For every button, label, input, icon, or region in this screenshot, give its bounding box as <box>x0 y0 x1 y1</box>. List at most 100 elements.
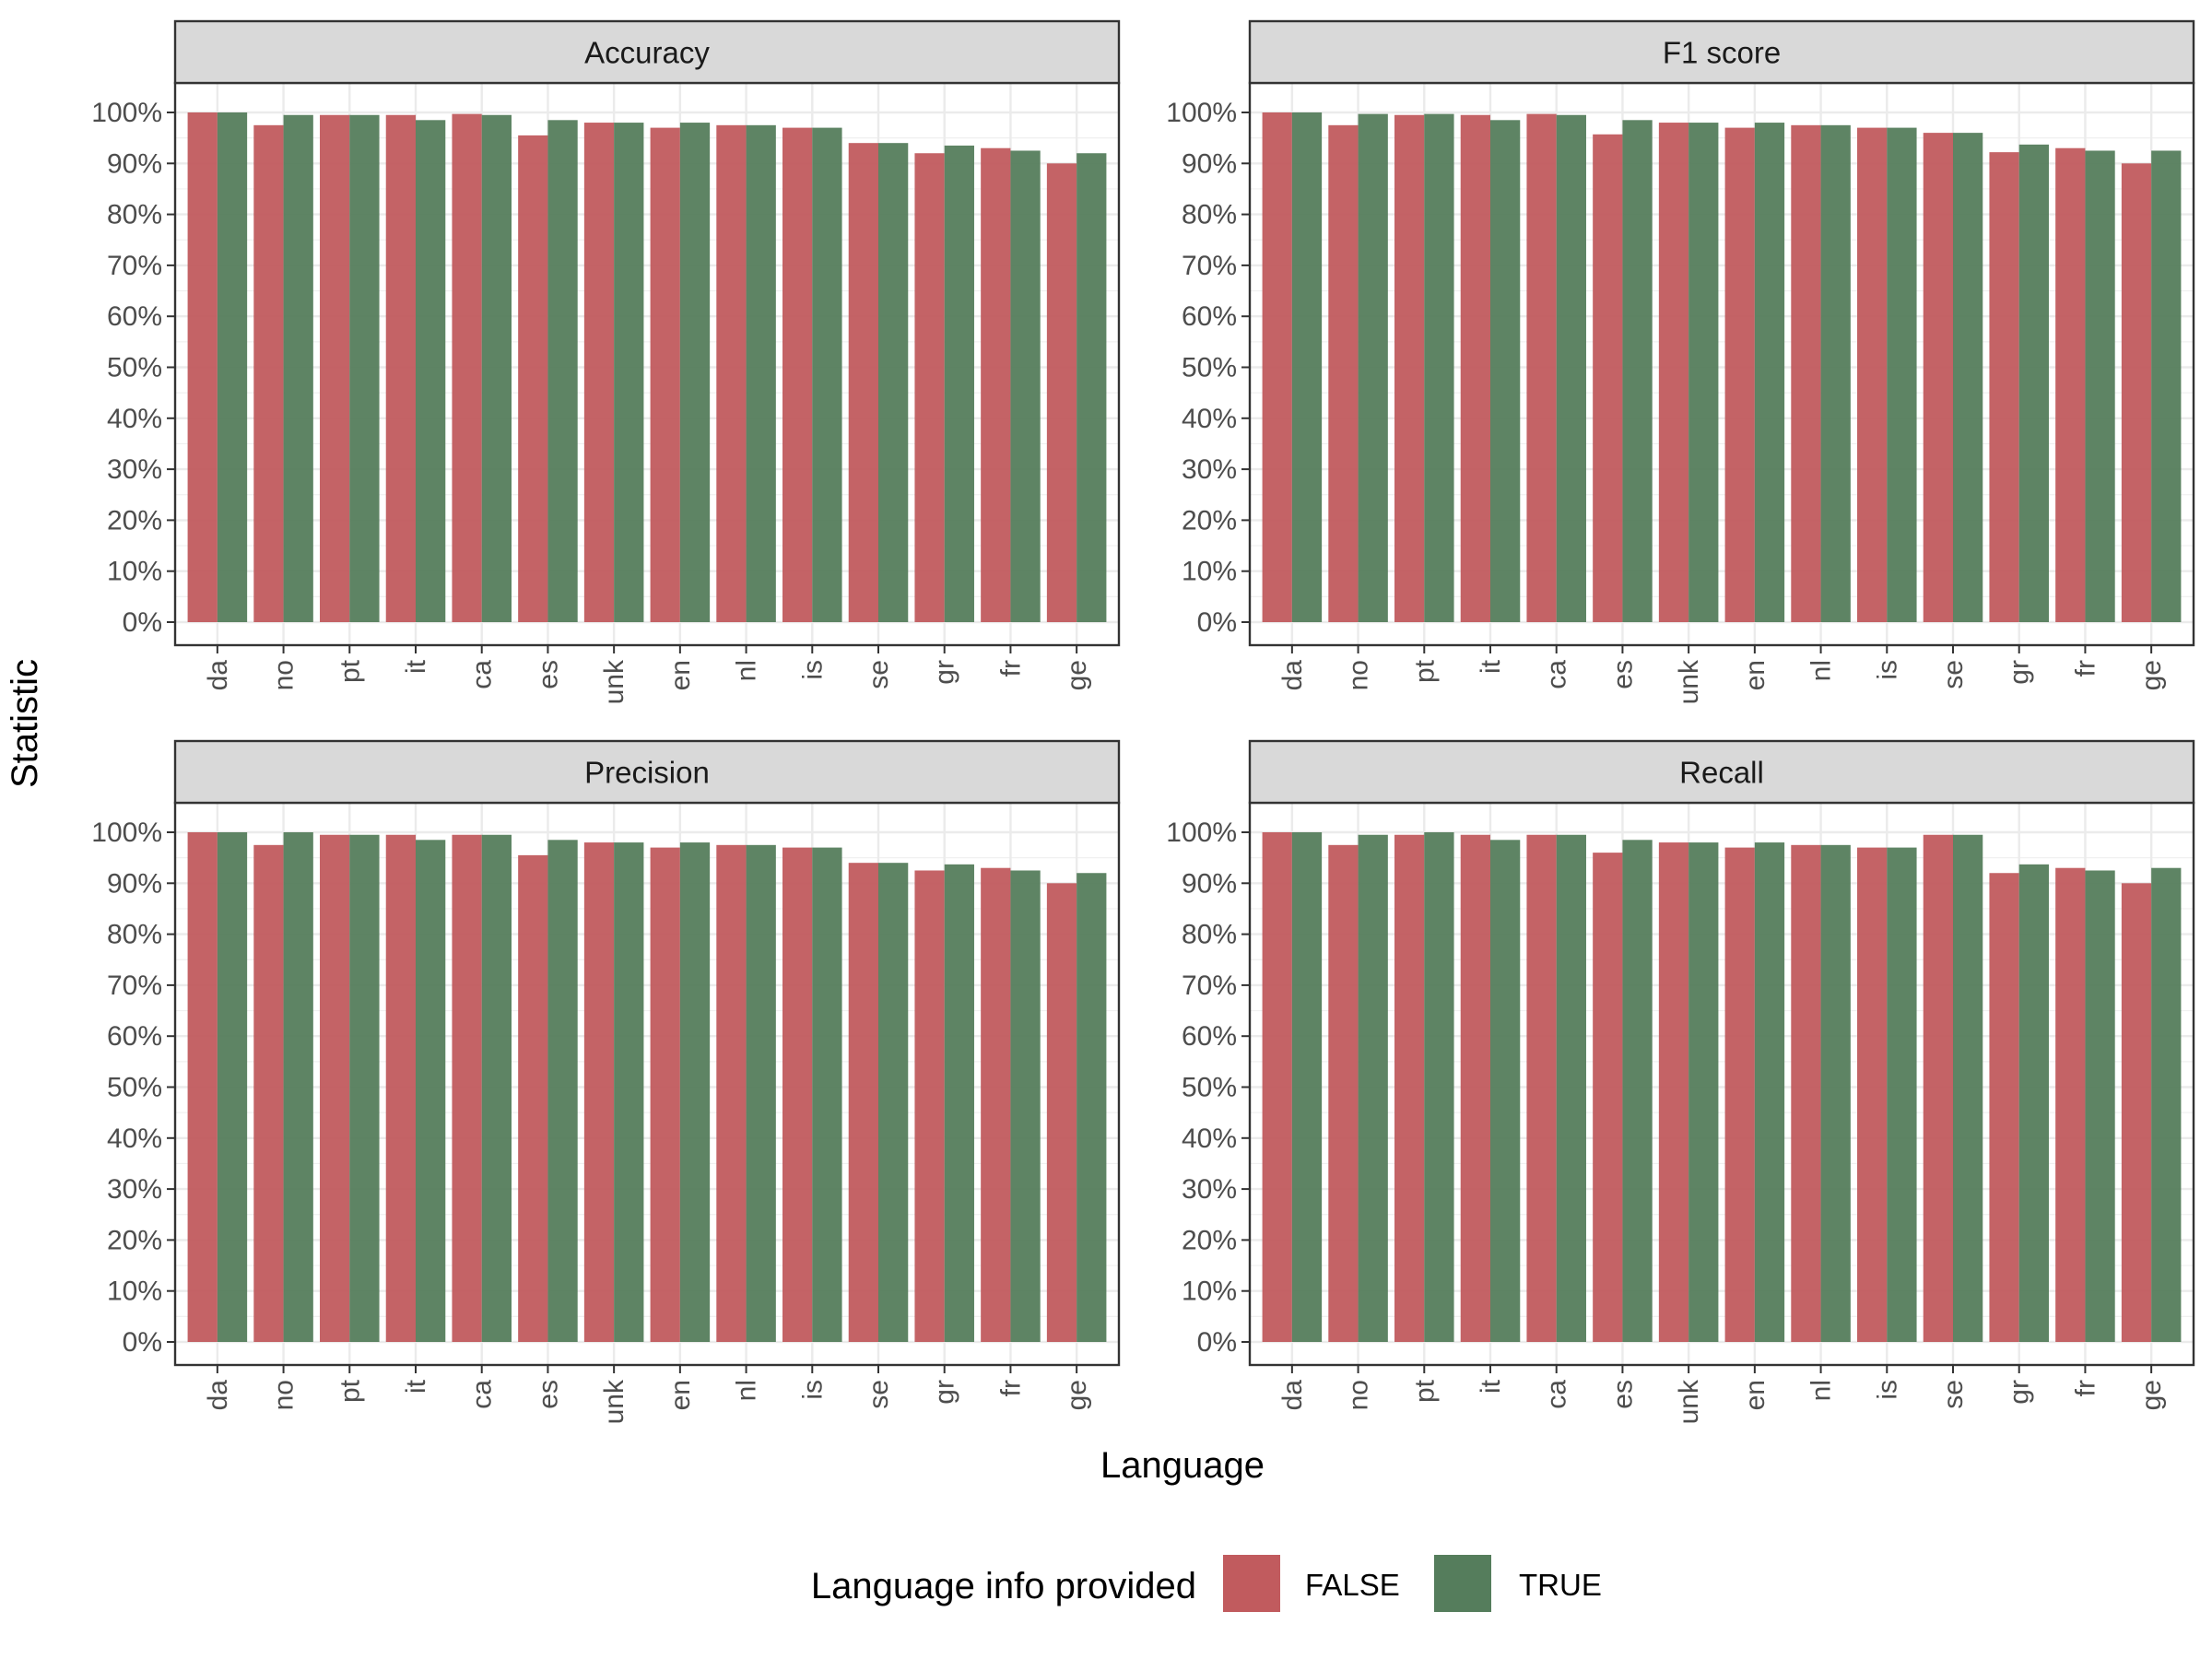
bar-false-ca <box>1526 113 1557 622</box>
y-tick-label: 90% <box>107 148 162 179</box>
x-tick-label: fr <box>995 1380 1026 1396</box>
y-tick-label: 40% <box>1182 404 1237 434</box>
panel-precision: 0% 10% 20% 30% 40% 50% 60% 70% 80% 90% 100% da no pt i… <box>91 739 1121 1424</box>
y-tick-label: 70% <box>1182 251 1237 281</box>
x-tick-label: pt <box>1409 1379 1440 1403</box>
bar-false-es <box>1593 853 1623 1342</box>
y-tick-label: 70% <box>107 971 162 1001</box>
bar-false-nl <box>716 124 747 622</box>
facet-title: Accuracy <box>584 36 710 70</box>
x-tick-label: unk <box>1674 1379 1704 1424</box>
x-tick-label: nl <box>1806 1380 1837 1401</box>
x-tick-label: pt <box>1409 659 1440 683</box>
bar-false-pt <box>1394 834 1425 1342</box>
bar-false-it <box>385 834 416 1342</box>
y-axis-title: Statistic <box>5 659 45 788</box>
bar-true-ge <box>1077 873 1107 1342</box>
y-tick-label: 30% <box>1182 454 1237 485</box>
bar-false-unk <box>1658 842 1689 1342</box>
x-tick-label: ca <box>1542 660 1572 689</box>
bar-true-ca <box>481 114 512 622</box>
bar-true-pt <box>349 114 380 622</box>
bar-false-se <box>848 863 878 1342</box>
bar-false-fr <box>981 867 1011 1342</box>
bar-true-da <box>217 112 248 622</box>
bar-true-en <box>1754 842 1785 1342</box>
bar-false-nl <box>1791 844 1821 1342</box>
y-tick-label: 100% <box>91 98 162 128</box>
facet-strip <box>173 739 1121 805</box>
bar-true-se <box>1953 834 1983 1342</box>
x-tick-label: se <box>1938 1380 1969 1409</box>
x-tick-label: fr <box>2070 660 2100 677</box>
x-tick-label: gr <box>2005 660 2035 685</box>
x-tick-label: no <box>269 1380 300 1410</box>
bar-true-ge <box>1077 153 1107 623</box>
bar-false-nl <box>1791 124 1821 622</box>
bar-false-no <box>253 844 284 1342</box>
x-tick-label: en <box>1740 1380 1771 1410</box>
x-tick-label: no <box>1344 660 1374 690</box>
x-tick-label: fr <box>995 660 1026 677</box>
bar-true-no <box>1358 834 1388 1342</box>
x-tick-label: da <box>1277 1380 1308 1411</box>
bar-false-unk <box>583 123 615 622</box>
bar-true-ca <box>1556 114 1586 622</box>
bar-true-no <box>1358 113 1388 622</box>
bar-true-unk <box>1688 123 1719 622</box>
bar-false-en <box>650 847 680 1342</box>
y-tick-label: 60% <box>1182 1021 1237 1052</box>
y-tick-label: 0% <box>1197 1327 1237 1358</box>
bar-false-pt <box>1394 114 1425 622</box>
x-tick-label: se <box>864 1380 894 1409</box>
bar-true-pt <box>1424 113 1454 622</box>
y-tick-label: 40% <box>1182 1124 1237 1154</box>
bar-false-is <box>782 847 813 1342</box>
y-tick-label: 60% <box>1182 301 1237 332</box>
bar-false-gr <box>1989 873 2019 1342</box>
x-tick-label: unk <box>599 1379 629 1424</box>
bar-false-es <box>518 854 548 1342</box>
bar-false-fr <box>981 147 1011 622</box>
bar-true-unk <box>614 842 644 1342</box>
bar-true-gr <box>2018 144 2049 623</box>
y-tick-label: 50% <box>1182 1073 1237 1103</box>
legend-swatch-true <box>1434 1555 1491 1612</box>
x-tick-label: en <box>665 1380 696 1410</box>
legend-title: Language info provided <box>811 1566 1196 1606</box>
x-tick-label: it <box>1476 1379 1506 1394</box>
bar-true-gr <box>944 145 974 622</box>
bar-false-gr <box>914 870 945 1342</box>
bar-true-it <box>416 120 446 623</box>
bar-true-it <box>1490 840 1521 1342</box>
x-tick-label: en <box>665 660 696 690</box>
bar-true-fr <box>1010 870 1041 1342</box>
y-tick-label: 10% <box>1182 557 1237 587</box>
y-tick-label: 0% <box>123 607 162 638</box>
x-tick-label: is <box>1872 1380 1902 1400</box>
x-tick-label: nl <box>1806 660 1837 681</box>
bar-true-pt <box>1424 832 1454 1342</box>
x-tick-label: ge <box>2136 1380 2167 1410</box>
bar-false-ge <box>2121 163 2152 623</box>
bar-false-gr <box>914 153 945 623</box>
legend-swatch-false <box>1223 1555 1280 1612</box>
bar-false-es <box>1593 134 1623 623</box>
bar-true-fr <box>2085 870 2115 1342</box>
bar-true-fr <box>2085 150 2115 622</box>
bar-true-unk <box>614 123 644 622</box>
x-tick-label: ge <box>1062 1380 1092 1410</box>
bar-true-se <box>1953 133 1983 622</box>
panel-background <box>175 83 1119 645</box>
bar-true-is <box>1887 847 1917 1342</box>
bar-false-se <box>1923 133 1953 622</box>
y-tick-label: 10% <box>107 557 162 587</box>
y-tick-label: 0% <box>123 1327 162 1358</box>
bar-false-ca <box>452 113 482 622</box>
bar-false-it <box>1460 834 1490 1342</box>
y-tick-label: 20% <box>1182 505 1237 535</box>
bar-true-nl <box>1820 124 1851 622</box>
x-tick-label: gr <box>2005 1380 2035 1405</box>
y-tick-label: 30% <box>107 454 162 485</box>
x-tick-label: no <box>269 660 300 690</box>
